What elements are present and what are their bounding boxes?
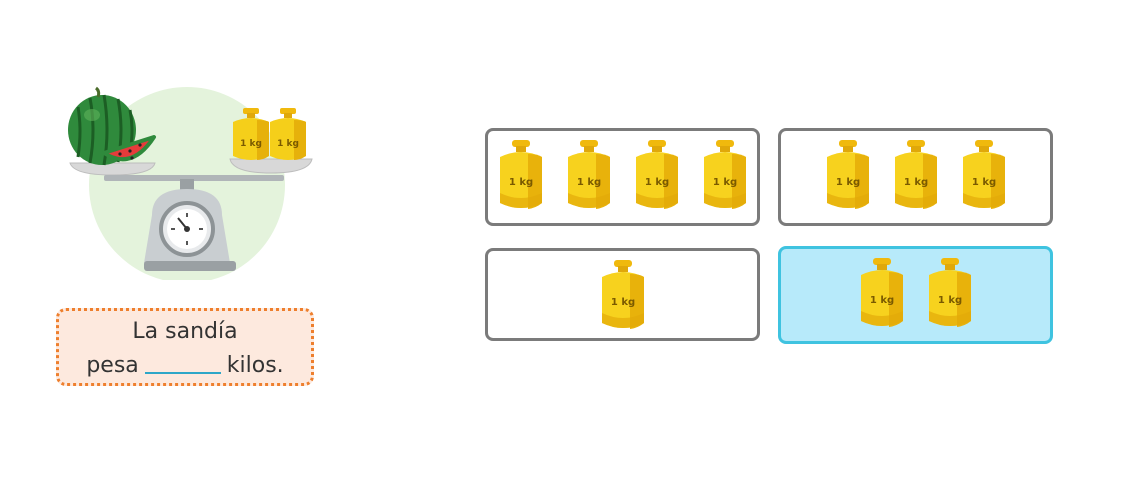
left-plate (69, 162, 156, 176)
kilogram-weight-icon: 1 kg (703, 140, 746, 209)
kilogram-weight-icon: 1 kg (601, 260, 644, 329)
weight-label: 1 kg (835, 177, 859, 188)
option-1-weight[interactable]: 1 kg (485, 248, 760, 341)
kilogram-weight-icon: 1 kg (635, 140, 678, 209)
weight-label: 1 kg (869, 295, 893, 306)
answer-blank (144, 372, 221, 374)
sentence-line-2: pesa kilos. (59, 349, 311, 383)
weight-label: 1 kg (576, 177, 600, 188)
sentence-pre-blank: pesa (86, 353, 139, 378)
kilogram-weight-icon: 1 kg (567, 140, 610, 209)
svg-text:1 kg: 1 kg (240, 139, 262, 149)
weights-row: 1 kg 1 kg 1 kg 1 kg (488, 139, 757, 211)
kilogram-weight-icon: 1 kg (270, 108, 306, 160)
kilogram-weight-icon: 1 kg (962, 140, 1005, 209)
kilogram-weight-icon: 1 kg (928, 258, 971, 327)
weight-label: 1 kg (712, 177, 736, 188)
watermelon-slice-icon (102, 135, 156, 162)
option-3-weights[interactable]: 1 kg 1 kg 1 kg (778, 128, 1053, 226)
balance-scale-icon (144, 179, 236, 271)
weight-label: 1 kg (610, 297, 634, 308)
option-2-weights[interactable]: 1 kg 1 kg (778, 246, 1053, 344)
kilogram-weight-icon: 1 kg (860, 258, 903, 327)
kilogram-weight-icon: 1 kg (499, 140, 542, 209)
weight-label: 1 kg (644, 177, 668, 188)
weight-label: 1 kg (508, 177, 532, 188)
sentence-text-1: La sandía (132, 319, 238, 344)
right-plate (229, 158, 313, 174)
sentence-line-1: La sandía (59, 315, 311, 349)
weights-row: 1 kg (488, 259, 757, 331)
kilogram-weight-icon: 1 kg (233, 108, 269, 160)
kilogram-weight-icon: 1 kg (894, 140, 937, 209)
scale-illustration: 1 kg 1 kg (68, 86, 313, 280)
kilogram-weight-icon: 1 kg (826, 140, 869, 209)
svg-text:1 kg: 1 kg (277, 139, 299, 149)
option-4-weights[interactable]: 1 kg 1 kg 1 kg 1 kg (485, 128, 760, 226)
question-sentence-box: La sandía pesa kilos. (56, 308, 314, 386)
weights-row: 1 kg 1 kg 1 kg (781, 139, 1050, 211)
weight-label: 1 kg (971, 177, 995, 188)
sentence-post-blank: kilos. (226, 353, 284, 378)
weight-label: 1 kg (903, 177, 927, 188)
weight-label: 1 kg (937, 295, 961, 306)
weights-row: 1 kg 1 kg (781, 257, 1050, 329)
scale-arm (104, 175, 284, 181)
